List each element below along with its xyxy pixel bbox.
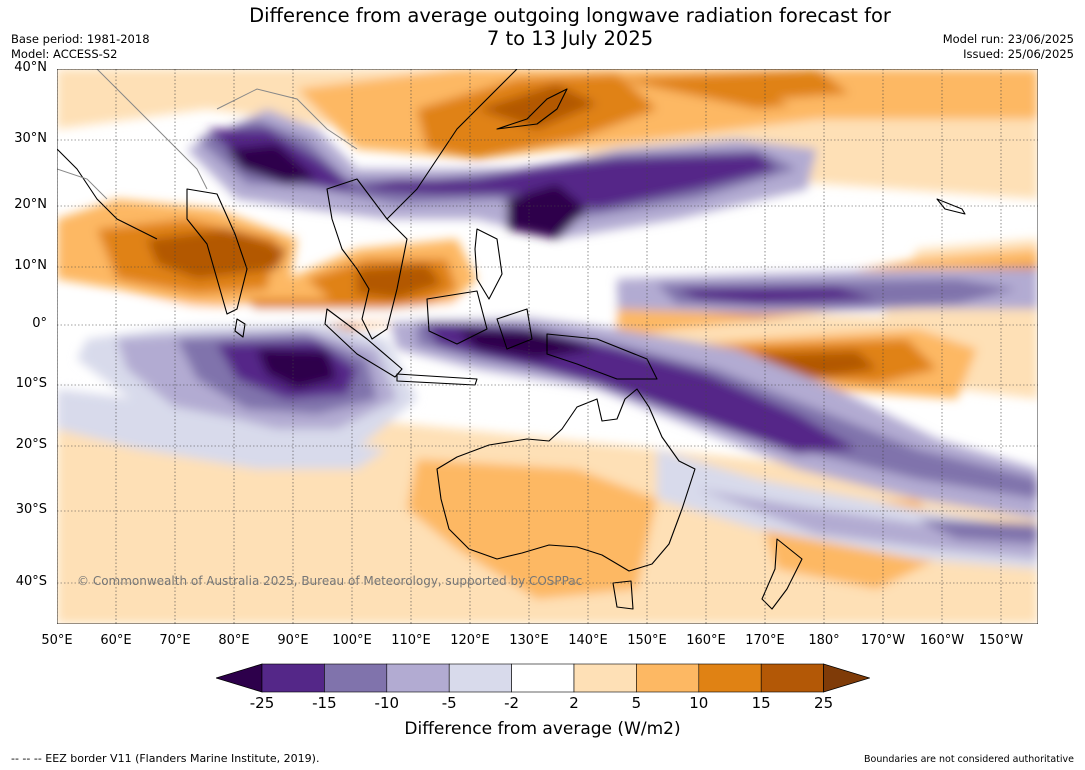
colorbar-tick-label: 15 [751,694,771,712]
lon-label: 160°E [686,633,726,648]
lat-label: 20°N [14,197,47,212]
colorbar-segment [511,663,575,693]
lon-label: 130°E [509,633,549,648]
colorbar-tick-label: -25 [249,694,275,712]
lon-label: 50°E [41,633,73,648]
colorbar-segment [324,663,388,693]
colorbar-extend-high [823,663,870,693]
lon-label: 80°E [218,633,250,648]
model-text: Model: ACCESS-S2 [11,47,118,61]
lon-label: 180° [808,633,840,648]
lon-label: 150°E [627,633,667,648]
model-run-text: Model run: 23/06/2025 [942,32,1074,46]
disclaimer-text: Boundaries are not considered authoritat… [864,754,1074,765]
map-title: Difference from average outgoing longwav… [0,4,1085,50]
colorbar-tick-label: 5 [631,694,642,712]
colorbar-segment [573,663,637,693]
olr-anomaly-map [57,69,1038,624]
meta-right: Model run: 23/06/2025 Issued: 25/06/2025 [943,32,1074,62]
lon-label: 120°E [450,633,490,648]
lat-label: 30°N [14,131,47,146]
lon-label: 170°E [745,633,785,648]
lat-label: 40°N [14,60,47,75]
title-line-1: Difference from average outgoing longwav… [249,4,891,27]
lon-label: 100°E [332,633,372,648]
colorbar-tick-label: 10 [689,694,709,712]
lat-label: 10°S [15,376,47,391]
lon-label: 110°E [391,633,431,648]
lon-label: 150°W [978,633,1024,648]
base-period-text: Base period: 1981-2018 [11,32,150,46]
colorbar-segment [448,663,512,693]
colorbar-tick-label: -15 [312,694,337,712]
eez-note: -- -- -- EEZ border V11 (Flanders Marine… [11,752,320,765]
copyright-note: © Commonwealth of Australia 2025, Bureau… [77,574,583,588]
colorbar-tick-label: 25 [814,694,834,712]
lat-label: 0° [32,316,47,331]
colorbar-segment [760,663,824,693]
lon-label: 90°E [277,633,309,648]
lat-label: 20°S [15,437,47,452]
meta-left: Base period: 1981-2018 Model: ACCESS-S2 [11,32,150,62]
colorbar-tick-label: -10 [374,694,400,712]
lon-label: 60°E [100,633,132,648]
title-line-2: 7 to 13 July 2025 [486,27,654,50]
colorbar-segment [386,663,450,693]
colorbar-tick-label: -5 [441,694,457,712]
colorbar-segment [261,663,325,693]
colorbar-label: Difference from average (W/m2) [404,719,681,739]
colorbar-tick-label: -2 [504,694,520,712]
colorbar-tick-label: 2 [569,694,579,712]
lat-label: 40°S [15,574,47,589]
lon-label: 70°E [159,633,191,648]
lon-label: 140°E [568,633,608,648]
colorbar-extend-low [216,663,263,693]
lon-label: 160°W [919,633,965,648]
lat-label: 10°N [14,258,47,273]
lon-label: 170°W [860,633,906,648]
colorbar-segment [636,663,700,693]
map-gridlines [57,69,1038,624]
issued-text: Issued: 25/06/2025 [963,47,1074,61]
colorbar [216,663,870,693]
colorbar-segment [698,663,762,693]
lat-label: 30°S [15,502,47,517]
